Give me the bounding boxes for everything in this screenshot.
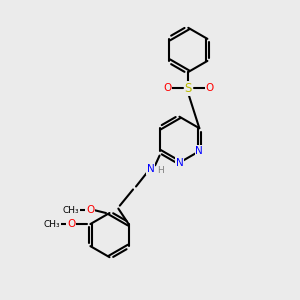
Text: N: N	[176, 158, 183, 168]
Text: S: S	[184, 82, 192, 95]
Text: O: O	[206, 83, 214, 93]
Text: N: N	[196, 146, 203, 156]
Text: O: O	[163, 83, 171, 93]
Text: CH₃: CH₃	[63, 206, 80, 214]
Text: O: O	[86, 205, 94, 215]
Text: H: H	[157, 166, 164, 175]
Text: CH₃: CH₃	[44, 220, 60, 229]
Text: O: O	[67, 219, 75, 229]
Text: N: N	[147, 164, 154, 174]
